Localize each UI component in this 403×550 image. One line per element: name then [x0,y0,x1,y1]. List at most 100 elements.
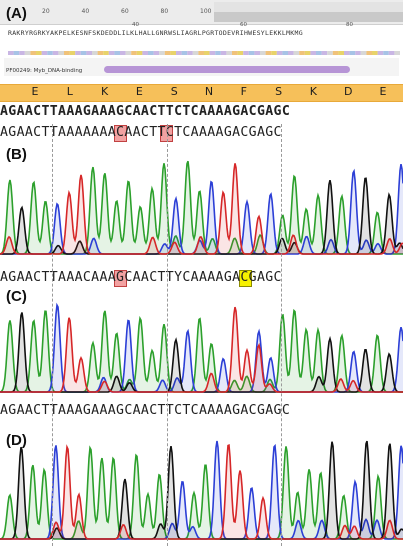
strip-cell [159,51,165,55]
trace-line-T [0,306,403,393]
guide-line-1 [52,124,53,546]
strip-cell [75,51,81,55]
panel-label-d: (D) [6,432,27,449]
strip-cell [349,51,356,55]
trace-line-G [0,177,403,255]
protein-position-label: 60 [240,22,247,28]
strip-cell [52,51,59,55]
strip-cell [8,51,14,55]
strip-cell [209,51,216,55]
strip-cell [332,51,339,55]
strip-cell [327,51,333,55]
strip-cell [220,51,227,55]
strip-cell [114,51,120,55]
strip-cell [226,51,232,55]
strip-cell [372,51,378,55]
strip-cell [41,51,48,55]
protein-position-label: 80 [346,22,353,28]
ruler-tick-label: 20 [42,8,50,15]
panel-label-a: (A) [6,5,27,22]
chromatogram-d [0,440,403,540]
strip-cell [288,51,294,55]
domain-bar [104,66,350,73]
strip-cell [69,51,76,55]
amino-acid-band [0,84,403,102]
protein-color-strip-svg [8,51,400,55]
strip-cell [30,51,36,55]
strip-cell [92,51,98,55]
strip-cell [47,51,53,55]
strip-cell [377,51,384,55]
panel-label-b: (B) [6,146,27,163]
ruler-tick-label: 40 [81,8,90,15]
chromatogram-c [0,302,403,393]
strip-cell [366,51,372,55]
strip-cell [383,51,389,55]
strip-cell [19,51,25,55]
amino-acid: K [100,85,109,98]
ruler-wedge [214,2,403,22]
strip-cell [176,51,182,55]
amino-acid: N [204,85,214,98]
chromatogram-b [0,160,403,255]
trace-fill-G [0,178,403,254]
amino-acid: F [240,85,247,98]
strip-cell [24,51,31,55]
mismatch-highlight-3 [114,270,127,287]
trace-fill-G [0,441,403,539]
strip-cell [136,51,143,55]
strip-cell [299,51,305,55]
strip-cell [232,51,238,55]
strip-cell [103,51,109,55]
strip-cell [248,51,255,55]
strip-cell [260,51,266,55]
strip-cell [120,51,126,55]
strip-cell [58,51,64,55]
amino-acid: S [275,85,283,98]
strip-cell [321,51,328,55]
amino-acid: L [66,85,73,98]
ambiguous-base-highlight [239,270,252,287]
strip-cell [310,51,316,55]
strip-cell [64,51,70,55]
strip-cell [316,51,322,55]
strip-cell [243,51,249,55]
sequence-d: AGAACTTAAAGAAAGCAACTTCTCAAAAGACGAGC [0,403,291,418]
sequence-b: AGAACTTAAAAAAACAACTTCTCAAAAGACGAGC [0,125,282,140]
strip-cell [164,51,171,55]
trace-line-T [0,163,403,255]
protein-sequence: RAKRYRGRKYAKPELKESNFSKDEDDLILKLHALLGNRWS… [8,29,303,37]
amino-acid: E [379,85,387,98]
strip-cell [153,51,160,55]
ruler-wedge-shape [214,2,403,22]
strip-cell [360,51,367,55]
strip-cell [181,51,188,55]
protein-color-strip [8,40,400,55]
strip-cell [198,51,204,55]
strip-cell [355,51,361,55]
panel-label-c: (C) [6,288,27,305]
strip-cell [388,51,395,55]
guide-line-2 [167,124,168,546]
strip-cell [187,51,193,55]
strip-cell [271,51,277,55]
strip-cell [131,51,137,55]
reference-sequence: AGAACTTAAAGAAAGCAACTTCTCAAAAGACGAGC [0,104,291,119]
strip-cell [80,51,87,55]
strip-cell [170,51,176,55]
trace-fill-T [0,163,403,254]
strip-cell [192,51,199,55]
strip-cell [293,51,300,55]
strip-cell [36,51,42,55]
strip-cell [148,51,154,55]
strip-cell [125,51,132,55]
trace-fill-G [0,312,403,392]
mismatch-highlight-1 [114,125,127,142]
sequence-c: AGAACTTAAACAAAGCAACTTYCAAAAGACGAGC [0,270,282,285]
strip-cell [142,51,148,55]
strip-cell [215,51,221,55]
domain-label: PF00249: Myb_DNA-binding [6,68,83,74]
strip-cell [237,51,244,55]
mismatch-highlight-2 [160,125,173,142]
guide-line-3 [281,124,282,546]
